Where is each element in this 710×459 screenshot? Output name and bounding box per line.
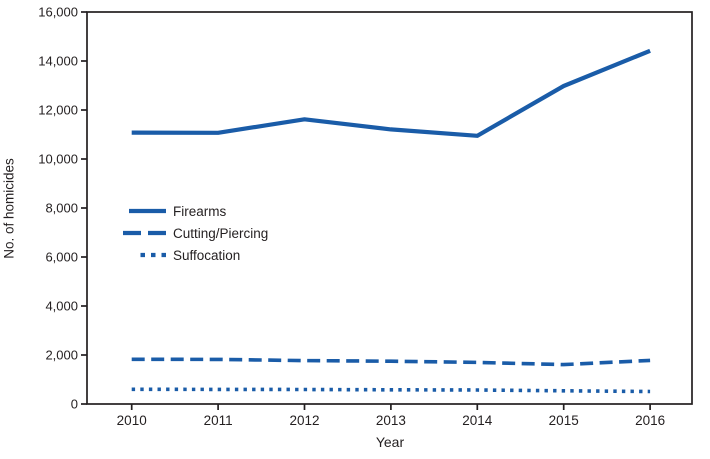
- legend-label-cutting-piercing: Cutting/Piercing: [173, 225, 269, 241]
- y-tick-label: 12,000: [38, 103, 78, 118]
- y-tick-label: 2,000: [45, 348, 78, 363]
- x-tick-label: 2013: [376, 413, 406, 428]
- legend-item-cutting-piercing: Cutting/Piercing: [121, 222, 268, 244]
- series-line-firearms: [131, 48, 651, 138]
- y-tick-label: 16,000: [38, 5, 78, 20]
- legend-item-suffocation: Suffocation: [121, 244, 268, 266]
- dashed-line-swatch-icon: [123, 230, 166, 236]
- legend-label-firearms: Firearms: [173, 203, 227, 219]
- chart-legend: Firearms Cutting/Piercing Suffocation: [121, 200, 268, 266]
- legend-item-firearms: Firearms: [121, 200, 268, 222]
- y-axis-title: No. of homicides: [1, 158, 17, 259]
- x-tick-label: 2014: [462, 413, 493, 428]
- y-tick-label: 0: [71, 397, 78, 412]
- solid-line-swatch-icon: [129, 208, 166, 214]
- x-axis-title: Year: [375, 434, 405, 450]
- y-tick-label: 8,000: [45, 201, 78, 216]
- x-tick-label: 2011: [204, 413, 233, 428]
- y-tick-label: 6,000: [45, 250, 78, 265]
- dotted-line-swatch-icon: [140, 252, 166, 258]
- x-tick-label: 2012: [289, 413, 319, 428]
- y-tick-label: 14,000: [38, 54, 78, 69]
- series-line-cutting-piercing: [131, 357, 651, 367]
- series-line-suffocation: [131, 387, 651, 394]
- y-tick-label: 10,000: [38, 152, 78, 167]
- x-tick-label: 2015: [549, 413, 579, 428]
- legend-label-suffocation: Suffocation: [173, 247, 241, 263]
- x-tick-label: 2016: [635, 413, 665, 428]
- x-tick-label: 2010: [117, 413, 147, 428]
- y-tick-label: 4,000: [45, 299, 78, 314]
